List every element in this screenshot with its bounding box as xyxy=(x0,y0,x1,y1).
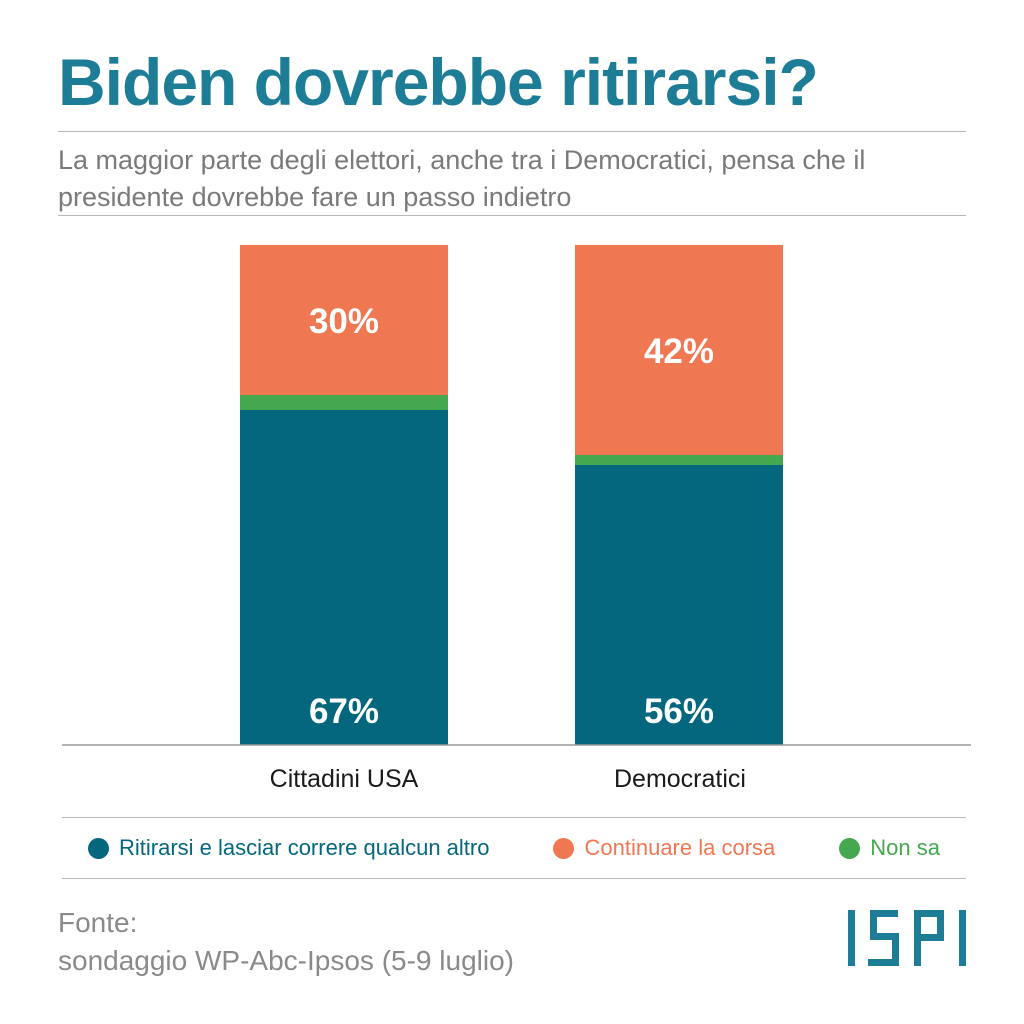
bar-segment-2-2 xyxy=(575,455,783,465)
legend-bottom-divider xyxy=(62,878,966,879)
legend-label: Ritirarsi e lasciar correre qualcun altr… xyxy=(119,835,490,860)
subtitle-divider xyxy=(58,215,966,216)
source-label: Fonte: xyxy=(58,907,138,938)
title-divider xyxy=(58,131,966,132)
legend-label: Non sa xyxy=(870,835,940,860)
stacked-bar-chart: 67% 30% 56% 42% Cittadini USA Democratici xyxy=(62,245,971,793)
legend-label: Continuare la corsa xyxy=(584,835,776,860)
chart-title: Biden dovrebbe ritirarsi? xyxy=(58,45,819,119)
chart-subtitle: La maggior parte degli elettori, anche t… xyxy=(58,145,866,212)
legend-item-3: Non sa xyxy=(839,835,940,861)
source-text: sondaggio WP-Abc-Ipsos (5-9 luglio) xyxy=(58,945,514,976)
legend-swatch xyxy=(88,837,109,859)
ispi-logo xyxy=(848,910,966,966)
bar-segment-1-2 xyxy=(240,395,448,410)
data-label-2-3: 42% xyxy=(644,332,714,371)
data-label-1-1: 67% xyxy=(309,692,379,731)
legend-swatch xyxy=(839,837,861,859)
data-label-1-3: 30% xyxy=(309,302,379,341)
bar-segment-2-3 xyxy=(575,245,783,455)
bar-segment-2-1 xyxy=(575,465,783,745)
category-label-2: Democratici xyxy=(614,765,746,793)
category-label-1: Cittadini USA xyxy=(270,765,419,793)
chart-legend: Ritirarsi e lasciar correre qualcun altr… xyxy=(62,818,966,878)
bar-segment-1-3 xyxy=(240,245,448,395)
legend-top-divider xyxy=(62,817,966,818)
legend-swatch xyxy=(553,837,575,859)
data-label-2-1: 56% xyxy=(644,692,714,731)
legend-item-1: Ritirarsi e lasciar correre qualcun altr… xyxy=(88,835,489,861)
source-note: Fonte: sondaggio WP-Abc-Ipsos (5-9 lugli… xyxy=(58,904,514,980)
bar-segment-1-1 xyxy=(240,410,448,745)
legend-item-2: Continuare la corsa xyxy=(553,835,775,861)
